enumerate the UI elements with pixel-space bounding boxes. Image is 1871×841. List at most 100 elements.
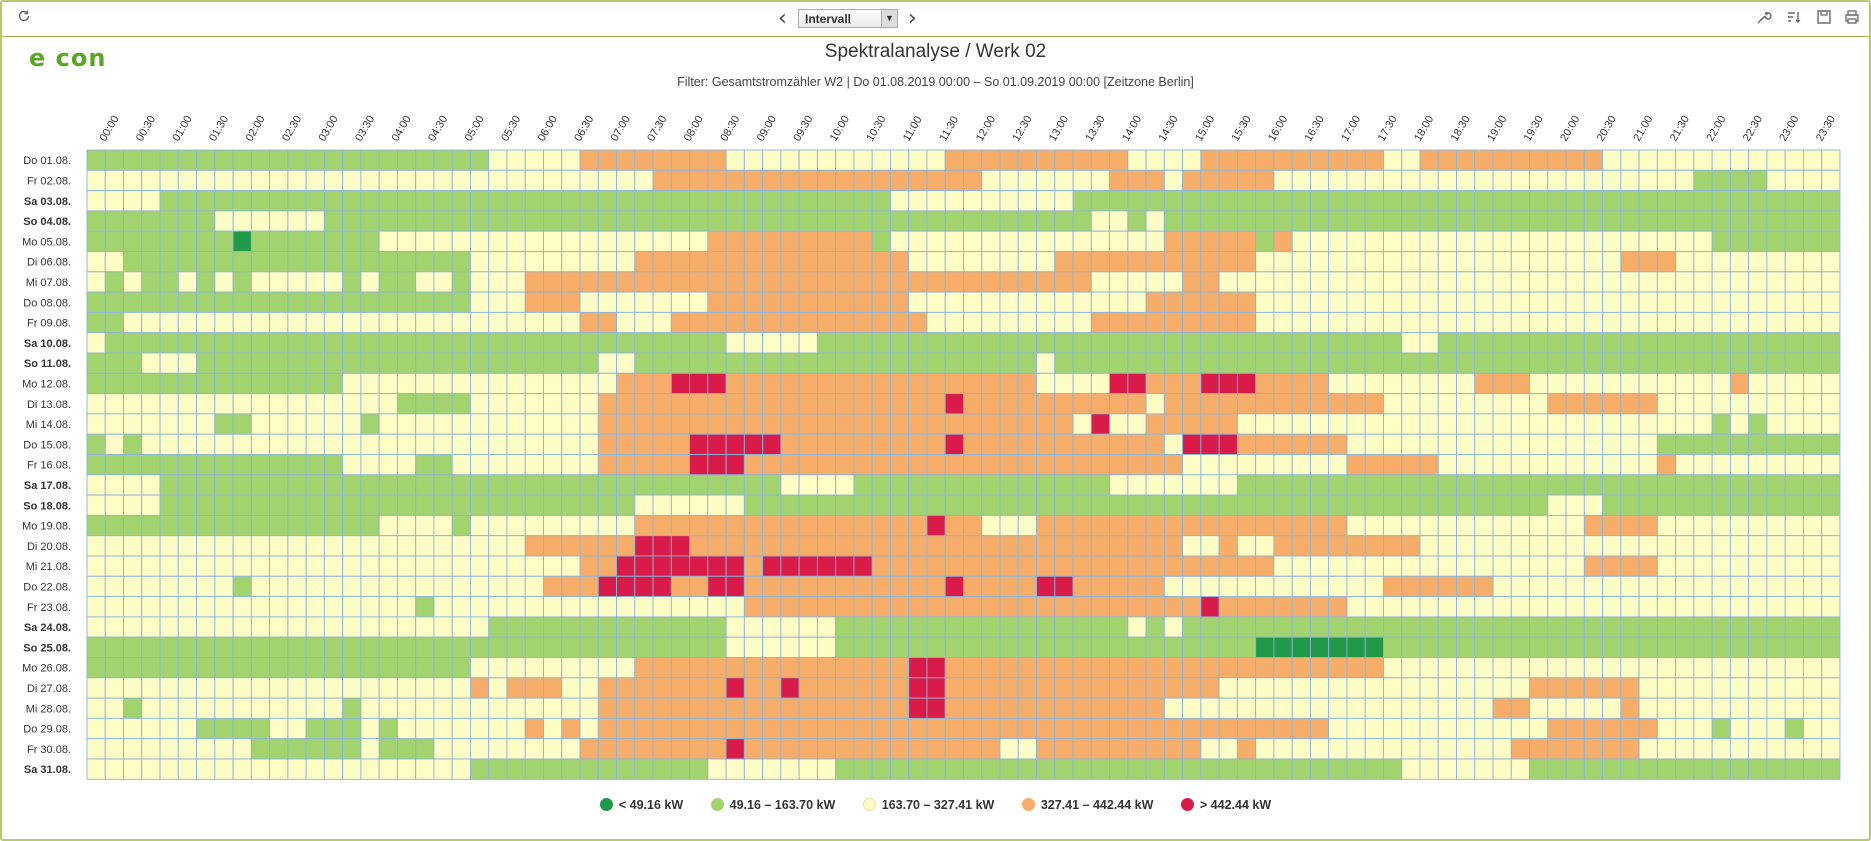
heatmap-cell[interactable] [944, 717, 964, 740]
heatmap-cell[interactable] [1054, 636, 1074, 658]
heatmap-cell[interactable] [1547, 210, 1567, 232]
heatmap-cell[interactable] [1711, 758, 1731, 780]
heatmap-cell[interactable] [342, 291, 362, 313]
heatmap-cell[interactable] [1255, 393, 1275, 415]
heatmap-cell[interactable] [396, 454, 417, 476]
heatmap-cell[interactable] [451, 697, 471, 719]
heatmap-cell[interactable] [1346, 677, 1366, 699]
heatmap-cell[interactable] [999, 454, 1019, 476]
heatmap-cell[interactable] [1711, 454, 1731, 476]
heatmap-cell[interactable] [926, 393, 946, 415]
heatmap-cell[interactable] [670, 677, 691, 699]
heatmap-cell[interactable] [1474, 332, 1494, 354]
heatmap-cell[interactable] [689, 352, 709, 374]
heatmap-cell[interactable] [1109, 758, 1129, 780]
heatmap-cell[interactable] [1054, 616, 1074, 638]
heatmap-cell[interactable] [1200, 433, 1220, 455]
heatmap-cell[interactable] [1456, 738, 1476, 760]
heatmap-cell[interactable] [670, 291, 691, 313]
heatmap-cell[interactable] [1821, 230, 1841, 252]
heatmap-cell[interactable] [670, 372, 691, 395]
heatmap-cell[interactable] [1456, 332, 1476, 354]
heatmap-cell[interactable] [1017, 758, 1037, 780]
heatmap-cell[interactable] [871, 332, 891, 354]
heatmap-cell[interactable] [141, 697, 161, 719]
heatmap-cell[interactable] [1456, 758, 1476, 780]
heatmap-cell[interactable] [433, 291, 453, 313]
heatmap-cell[interactable] [415, 454, 435, 476]
heatmap-cell[interactable] [707, 433, 727, 455]
heatmap-cell[interactable] [1529, 454, 1549, 476]
heatmap-cell[interactable] [1109, 575, 1129, 598]
heatmap-cell[interactable] [1383, 291, 1403, 313]
heatmap-cell[interactable] [1145, 190, 1165, 212]
heatmap-cell[interactable] [396, 474, 417, 496]
heatmap-cell[interactable] [889, 474, 910, 496]
heatmap-cell[interactable] [1766, 616, 1786, 638]
heatmap-cell[interactable] [123, 169, 143, 192]
heatmap-cell[interactable] [1675, 575, 1695, 598]
heatmap-cell[interactable] [470, 311, 490, 334]
heatmap-cell[interactable] [305, 616, 325, 638]
heatmap-cell[interactable] [1729, 372, 1750, 395]
heatmap-cell[interactable] [342, 535, 362, 557]
heatmap-cell[interactable] [853, 291, 873, 313]
heatmap-cell[interactable] [707, 352, 727, 374]
heatmap-cell[interactable] [1072, 657, 1092, 679]
heatmap-cell[interactable] [1182, 271, 1202, 293]
heatmap-cell[interactable] [287, 332, 307, 354]
heatmap-cell[interactable] [287, 291, 307, 313]
heatmap-cell[interactable] [506, 332, 526, 354]
heatmap-cell[interactable] [451, 738, 471, 760]
heatmap-cell[interactable] [1620, 372, 1640, 395]
heatmap-cell[interactable] [1456, 230, 1476, 252]
heatmap-cell[interactable] [1255, 474, 1275, 496]
heatmap-cell[interactable] [816, 555, 837, 577]
heatmap-cell[interactable] [743, 636, 764, 658]
heatmap-cell[interactable] [360, 514, 380, 537]
heatmap-cell[interactable] [1383, 393, 1403, 415]
heatmap-cell[interactable] [1620, 210, 1640, 232]
heatmap-cell[interactable] [177, 433, 198, 455]
heatmap-cell[interactable] [196, 230, 216, 252]
heatmap-cell[interactable] [1346, 494, 1366, 516]
heatmap-cell[interactable] [488, 230, 508, 252]
heatmap-cell[interactable] [1255, 433, 1275, 455]
heatmap-cell[interactable] [451, 555, 471, 577]
heatmap-cell[interactable] [1474, 758, 1494, 780]
heatmap-cell[interactable] [1346, 717, 1366, 740]
heatmap-cell[interactable] [1401, 555, 1421, 577]
heatmap-cell[interactable] [597, 169, 617, 192]
heatmap-cell[interactable] [506, 190, 526, 212]
heatmap-cell[interactable] [470, 190, 490, 212]
heatmap-cell[interactable] [1693, 311, 1713, 334]
heatmap-cell[interactable] [1638, 352, 1658, 374]
heatmap-cell[interactable] [159, 657, 179, 679]
heatmap-cell[interactable] [305, 494, 325, 516]
heatmap-cell[interactable] [816, 230, 837, 252]
heatmap-cell[interactable] [123, 535, 143, 557]
heatmap-cell[interactable] [634, 697, 654, 719]
heatmap-cell[interactable] [177, 535, 198, 557]
heatmap-cell[interactable] [342, 758, 362, 780]
heatmap-cell[interactable] [1693, 514, 1713, 537]
heatmap-cell[interactable] [597, 311, 617, 334]
heatmap-cell[interactable] [378, 616, 398, 638]
heatmap-cell[interactable] [287, 514, 307, 537]
heatmap-cell[interactable] [1328, 210, 1348, 232]
heatmap-cell[interactable] [634, 454, 654, 476]
heatmap-cell[interactable] [561, 393, 581, 415]
heatmap-cell[interactable] [360, 311, 380, 334]
heatmap-cell[interactable] [1127, 271, 1147, 293]
heatmap-cell[interactable] [250, 636, 271, 658]
heatmap-cell[interactable] [1802, 474, 1823, 496]
heatmap-cell[interactable] [1583, 413, 1604, 435]
heatmap-cell[interactable] [725, 738, 745, 760]
heatmap-cell[interactable] [1437, 535, 1457, 557]
heatmap-cell[interactable] [86, 230, 106, 252]
heatmap-cell[interactable] [1255, 210, 1275, 232]
heatmap-cell[interactable] [1072, 332, 1092, 354]
heatmap-cell[interactable] [1456, 555, 1476, 577]
heatmap-cell[interactable] [816, 352, 837, 374]
heatmap-cell[interactable] [1182, 596, 1202, 618]
